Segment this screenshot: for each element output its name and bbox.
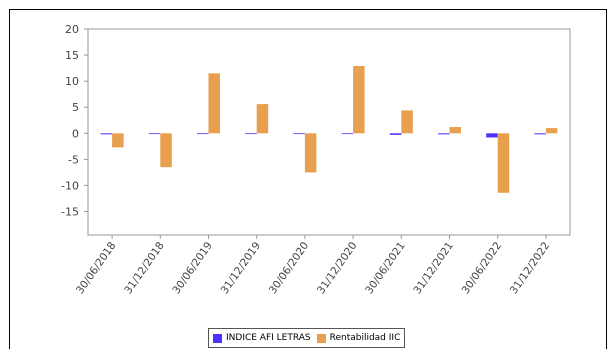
bar-indice: [245, 133, 257, 135]
bar-rentabilidad: [208, 73, 220, 134]
legend: INDICE AFI LETRAS Rentabilidad IIC: [208, 328, 406, 348]
x-tick-label: 31/12/2022: [508, 240, 553, 296]
bar-indice: [148, 133, 161, 135]
bar-rentabilidad: [353, 66, 365, 134]
bar-rentabilidad: [112, 133, 124, 148]
x-tick-label: 30/06/2020: [267, 240, 312, 296]
y-tick-label: 10: [65, 75, 79, 88]
legend-swatch-rentabilidad: [316, 333, 326, 343]
legend-item-rentabilidad: Rentabilidad IIC: [316, 333, 401, 343]
bar-rentabilidad: [545, 128, 558, 134]
y-tick-label: -10: [61, 179, 79, 192]
bar-indice: [389, 133, 402, 135]
bar-indice: [534, 133, 546, 135]
y-tick-label: 5: [72, 101, 79, 114]
x-tick-label: 31/12/2021: [411, 240, 456, 296]
bar-rentabilidad: [160, 133, 172, 168]
y-axis: 20 15 10 5 0 -5 -10 -15: [61, 23, 88, 219]
legend-swatch-indice: [213, 333, 222, 343]
x-tick-label: 31/12/2020: [315, 240, 360, 296]
bar-indice: [341, 133, 354, 135]
y-tick-label: 20: [65, 23, 79, 36]
bars-group: [100, 66, 558, 193]
legend-label-rentabilidad: Rentabilidad IIC: [329, 333, 401, 343]
x-tick-label: 31/12/2019: [219, 240, 264, 296]
y-tick-label: -5: [68, 153, 79, 166]
bar-rentabilidad: [256, 104, 269, 134]
x-tick-label: 30/06/2022: [460, 240, 505, 296]
legend-item-indice: INDICE AFI LETRAS: [213, 333, 311, 343]
bar-rentabilidad: [304, 133, 317, 173]
x-tick-label: 30/06/2021: [363, 240, 408, 296]
x-tick-label: 31/12/2018: [122, 240, 167, 296]
bar-indice: [293, 133, 305, 135]
x-tick-label: 30/06/2018: [74, 240, 119, 296]
bar-rentabilidad: [497, 133, 510, 193]
legend-label-indice: INDICE AFI LETRAS: [226, 333, 311, 343]
y-tick-label: -15: [61, 206, 79, 219]
bar-rentabilidad: [449, 127, 461, 134]
y-tick-label: 15: [65, 49, 79, 62]
plot-area: [87, 28, 571, 236]
bar-indice: [197, 133, 209, 135]
bar-rentabilidad: [401, 110, 413, 134]
x-axis: 30/06/2018 31/12/2018 30/06/2019 31/12/2019…: [74, 235, 552, 296]
bar-indice: [100, 133, 113, 135]
x-tick-label: 30/06/2019: [170, 240, 215, 296]
chart-frame: 20 15 10 5 0 -5 -10 -15 30/06/2018 31/12/2018 30/…: [9, 9, 607, 349]
bar-indice: [486, 133, 498, 138]
bar-indice: [438, 133, 450, 135]
y-tick-label: 0: [72, 127, 79, 140]
